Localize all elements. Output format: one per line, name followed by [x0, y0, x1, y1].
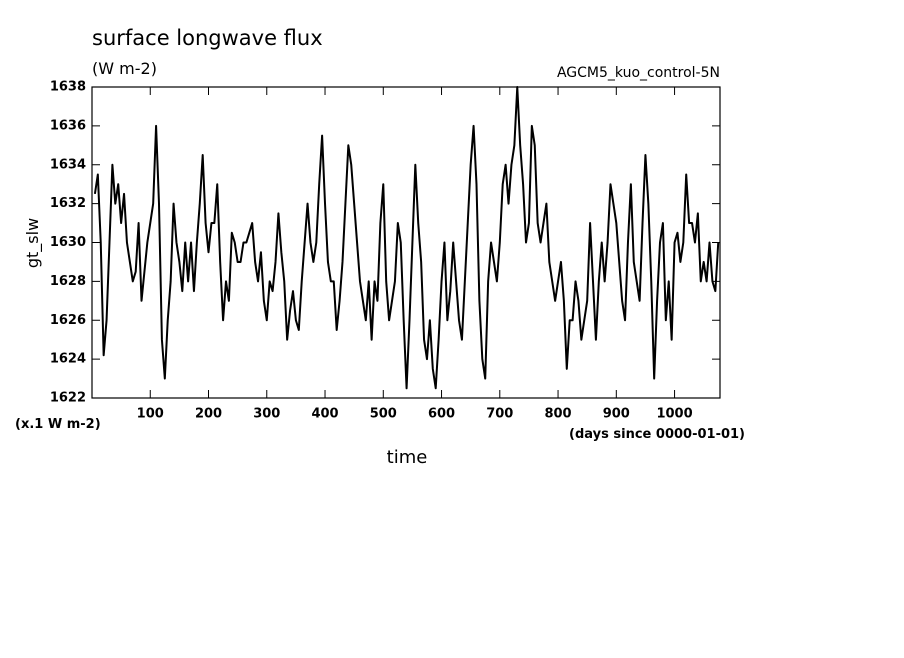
y-axis-label: gt_slw: [23, 218, 43, 268]
y-tick-label: 1634: [50, 157, 86, 172]
x-tick-label: 700: [486, 407, 513, 422]
y-tick-label: 1626: [50, 313, 86, 328]
x-tick-label: 300: [253, 407, 280, 422]
y-tick-label: 1638: [50, 80, 86, 95]
annotation: AGCM5_kuo_control-5N: [557, 65, 720, 81]
x-tick-label: 400: [311, 407, 338, 422]
x-tick-label: 800: [544, 407, 571, 422]
x-tick-label: 200: [195, 407, 222, 422]
y-tick-label: 1632: [50, 196, 86, 211]
x-tick-label: 600: [428, 407, 455, 422]
x-tick-label: 900: [603, 407, 630, 422]
y-units: (x.1 W m-2): [15, 417, 101, 432]
data-line: [93, 86, 720, 390]
y-tick-label: 1624: [50, 352, 86, 367]
y-tick-label: 1622: [50, 391, 86, 406]
x-tick-label: 1000: [656, 407, 692, 422]
x-tick-label: 100: [137, 407, 164, 422]
x-tick-label: 500: [370, 407, 397, 422]
x-axis-label: time: [387, 447, 428, 468]
y-tick-label: 1628: [50, 274, 86, 289]
chart-subtitle: (W m-2): [92, 59, 157, 78]
y-tick-label: 1630: [50, 235, 86, 250]
x-units: (days since 0000-01-01): [569, 427, 745, 442]
y-tick-label: 1636: [50, 118, 86, 133]
chart-title: surface longwave flux: [92, 26, 323, 50]
